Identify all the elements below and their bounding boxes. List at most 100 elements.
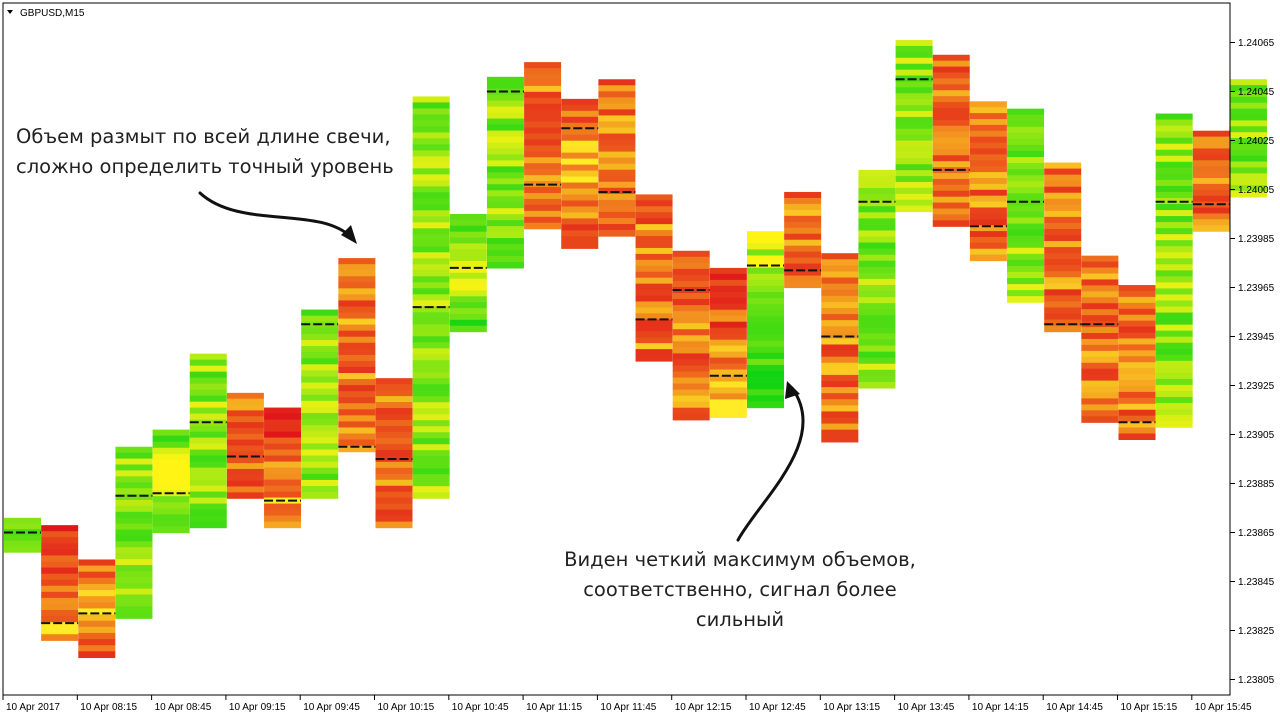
volume-slice [1007,120,1045,128]
volume-slice [412,162,450,169]
volume-slice [672,250,710,258]
volume-slice [486,160,524,167]
volume-slice [115,482,153,489]
volume-slice [301,364,339,372]
volume-slice [561,128,599,136]
volume-slice [1229,102,1267,110]
volume-slice [338,306,376,314]
volume-slice [412,180,450,187]
volume-slice [858,224,896,232]
volume-slice [115,565,153,572]
volume-slice [115,612,153,619]
arrowhead-2 [785,381,800,399]
volume-slice [598,121,636,129]
volume-slice [226,480,264,488]
volume-slice [338,445,376,453]
volume-slice [1155,348,1193,356]
volume-slice [747,377,784,384]
volume-slice [672,341,710,348]
volume-slice [301,467,339,475]
volume-slice [1081,285,1119,292]
volume-slice [338,342,376,350]
volume-slice [189,395,227,403]
volume-slice [895,199,933,207]
volume-slice [1192,160,1230,167]
candle [486,76,524,269]
volume-slice [338,439,376,447]
volume-slice [858,272,896,280]
x-axis: 10 Apr 2017 10 Apr 08:15 10 Apr 08:45 10 Ap… [2,695,1252,713]
volume-slice [1044,295,1082,303]
volume-slice [635,301,673,309]
volume-slice [1155,390,1193,398]
volume-slice [1044,228,1082,236]
volume-slice [524,103,562,111]
candle [78,559,116,659]
volume-slice [1118,368,1156,375]
volume-slice [412,426,450,433]
volume-slice [858,357,896,365]
volume-slice [338,294,376,302]
window-menu-icon[interactable] [7,10,13,14]
volume-slice [1155,300,1193,308]
volume-slice [747,279,784,287]
volume-slice [1118,350,1156,357]
volume-slice [189,413,227,421]
volume-slice [969,177,1007,185]
volume-slice [561,110,599,118]
volume-slice [709,339,747,347]
volume-slice [858,321,896,328]
volume-slice [784,257,822,265]
volume-slice [1155,149,1193,157]
volume-slice [1155,167,1193,175]
volume-slice [747,316,784,323]
volume-slice [969,236,1007,244]
volume-slice [932,78,970,85]
volume-slice [895,81,933,88]
volume-slice [932,72,970,79]
volume-slice [598,223,636,231]
volume-slice [412,264,450,271]
volume-slice [375,414,413,421]
volume-slice [524,210,562,218]
volume-slice [189,503,227,511]
volume-slice [784,233,822,241]
volume-slice [635,313,673,320]
volume-slice [1007,138,1045,146]
volume-slice [709,327,747,335]
volume-slice [189,491,227,499]
volume-slice [486,130,524,138]
volume-slice [486,196,524,203]
volume-slice [561,206,599,214]
volume-slice [1007,265,1045,273]
volume-slice [189,449,227,457]
volume-slice [338,288,376,295]
volume-slice [1081,380,1119,388]
volume-slice [189,473,227,481]
volume-slice [635,259,673,267]
volume-slice [412,168,450,175]
volume-slice [449,308,487,315]
volume-slice [1192,166,1230,173]
volume-slice [1155,216,1193,223]
volume-slice [301,486,339,493]
chart-title[interactable]: GBPUSD,M15 [7,8,85,19]
volume-slice [115,494,153,501]
volume-slice [1007,235,1045,243]
volume-slice [524,145,562,152]
volume-slice [969,242,1007,250]
volume-slice [41,525,79,532]
candle [1118,285,1156,440]
volume-slice [1081,404,1119,411]
volume-slice [41,579,79,587]
volume-slice [784,263,822,271]
volume-slice [189,497,227,505]
volume-slice [412,492,450,499]
volume-slice [524,121,562,129]
volume-slice [895,122,933,130]
x-tick-label: 10 Apr 10:15 [378,702,435,713]
candle [709,267,747,418]
volume-slice [1007,114,1045,122]
volume-slice [189,389,227,397]
volume-slice [189,371,227,379]
